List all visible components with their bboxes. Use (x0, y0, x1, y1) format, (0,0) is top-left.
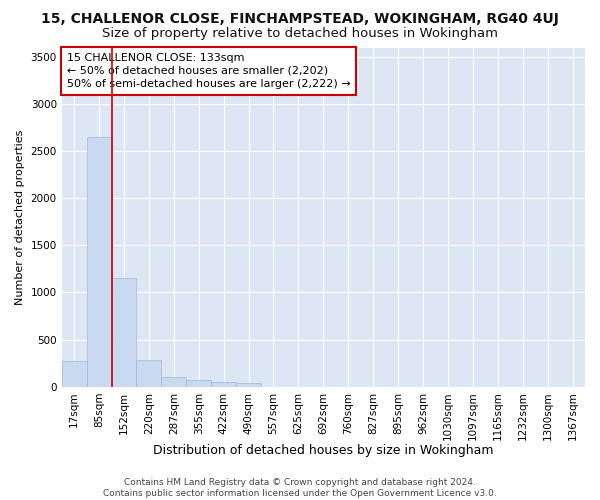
Text: Contains HM Land Registry data © Crown copyright and database right 2024.
Contai: Contains HM Land Registry data © Crown c… (103, 478, 497, 498)
Bar (62, 362, 86, 386)
Text: Size of property relative to detached houses in Wokingham: Size of property relative to detached ho… (102, 28, 498, 40)
Text: 15, CHALLENOR CLOSE, FINCHAMPSTEAD, WOKINGHAM, RG40 4UJ: 15, CHALLENOR CLOSE, FINCHAMPSTEAD, WOKI… (41, 12, 559, 26)
Bar (86, 137, 112, 386)
Bar (236, 383, 261, 386)
Bar (186, 380, 211, 386)
Text: 15 CHALLENOR CLOSE: 133sqm
← 50% of detached houses are smaller (2,202)
50% of s: 15 CHALLENOR CLOSE: 133sqm ← 50% of deta… (67, 52, 350, 89)
Y-axis label: Number of detached properties: Number of detached properties (15, 130, 25, 305)
Bar (161, 378, 186, 386)
X-axis label: Distribution of detached houses by size in Wokingham: Distribution of detached houses by size … (153, 444, 494, 458)
Bar (112, 278, 136, 386)
Bar (136, 360, 161, 386)
Bar (211, 382, 236, 386)
